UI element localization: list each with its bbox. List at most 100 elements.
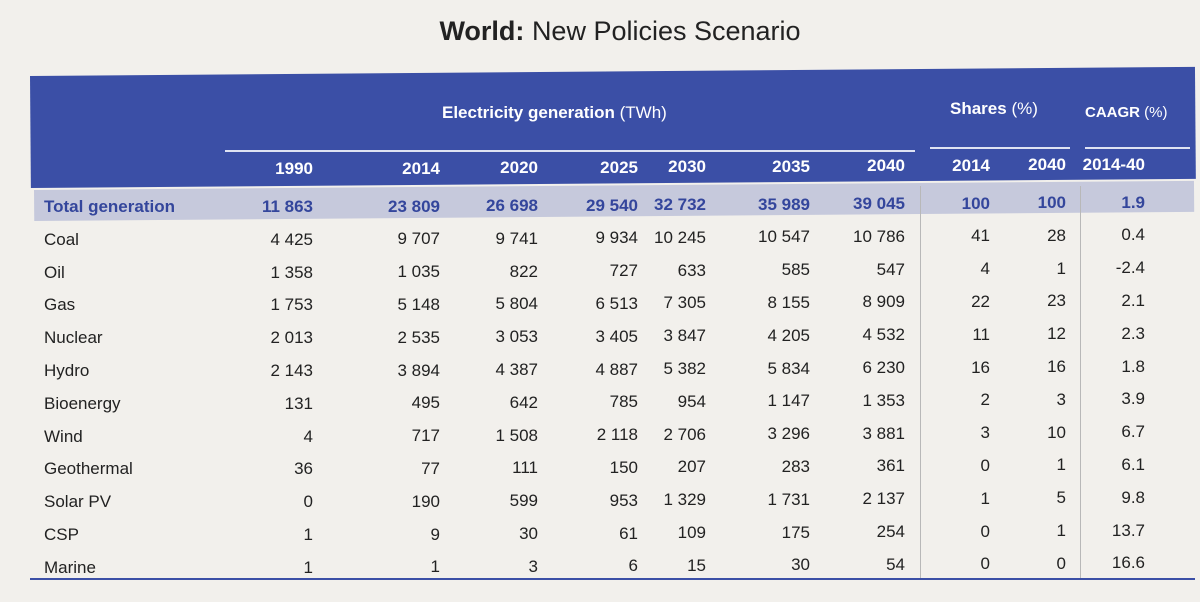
header-underline xyxy=(930,147,1070,149)
table-cell: 1.9 xyxy=(1121,192,1145,212)
table-cell: 3 894 xyxy=(397,360,440,380)
table-cell: 28 xyxy=(1047,225,1066,245)
table-row: Marine 1 1 3 6 15 30 54 0 0 16.6 xyxy=(0,553,1200,584)
table-cell: 2 xyxy=(980,390,990,410)
table-cell: 585 xyxy=(781,260,810,280)
table-cell: 6.1 xyxy=(1121,454,1145,474)
table-cell: 5 804 xyxy=(495,294,538,314)
table-cell: 633 xyxy=(677,260,706,280)
column-header: 2014-40 xyxy=(1082,154,1145,174)
table-row: Solar PV 0 190 599 953 1 329 1 731 2 137 1 5 9.8 xyxy=(0,488,1200,518)
table-cell: 717 xyxy=(411,426,440,446)
table-cell: 35 989 xyxy=(758,194,810,214)
table-cell: 3 xyxy=(980,423,990,443)
table-cell: 3 xyxy=(1056,389,1066,409)
table-cell: 190 xyxy=(411,491,440,511)
table-cell: 9 707 xyxy=(397,229,440,249)
table-cell: 61 xyxy=(619,523,638,543)
table-cell: 16.6 xyxy=(1111,553,1145,573)
table-cell: 4 425 xyxy=(270,229,313,249)
table-cell: 1 xyxy=(430,557,440,577)
table-cell: 29 540 xyxy=(586,195,638,215)
table-cell: 0.4 xyxy=(1121,225,1145,245)
column-header: 2014 xyxy=(402,158,440,178)
header-electricity-generation: Electricity generation (TWh) xyxy=(442,103,667,122)
table-cell: 9 741 xyxy=(495,228,538,248)
table-cell: 953 xyxy=(609,490,638,510)
table-cell: 9 xyxy=(430,524,440,544)
table-cell: 23 809 xyxy=(388,196,440,216)
table-cell: 2 535 xyxy=(397,327,440,347)
table-cell: 11 863 xyxy=(261,197,313,216)
row-label: Total generation xyxy=(44,197,175,216)
table-cell: 727 xyxy=(609,261,638,281)
table-cell: 0 xyxy=(303,492,313,512)
table-cell: 2 118 xyxy=(596,425,638,445)
table-row: Bioenergy 131 495 642 785 954 1 147 1 353 2 3 3.9 xyxy=(0,389,1200,420)
table-bottom-rule xyxy=(30,578,1195,580)
header-caagr: CAAGR (%) xyxy=(1085,104,1168,121)
table-row: Oil 1 358 1 035 822 727 633 585 547 4 1 -2.4 xyxy=(0,258,1200,289)
row-label: Coal xyxy=(44,229,79,249)
table-cell: 4 xyxy=(303,426,313,446)
table-cell: 547 xyxy=(876,259,905,279)
table-cell: 1 xyxy=(303,557,313,577)
table-cell: 785 xyxy=(609,392,638,412)
table-row: Nuclear 2 013 2 535 3 053 3 405 3 847 4 205 4 5… xyxy=(0,324,1200,354)
table-cell: 10 245 xyxy=(654,227,706,247)
table-row: Hydro 2 143 3 894 4 387 4 887 5 382 5 834 6 230… xyxy=(0,357,1200,387)
table-cell: 8 155 xyxy=(767,292,810,312)
table-cell: 26 698 xyxy=(486,196,538,215)
table-cell: 361 xyxy=(876,456,905,476)
column-header: 2014 xyxy=(952,155,990,175)
table-cell: 9.8 xyxy=(1121,487,1145,507)
table-cell: 2 013 xyxy=(270,328,313,348)
table-cell: 13.7 xyxy=(1111,520,1145,540)
table-cell: 30 xyxy=(519,524,538,543)
table-cell: 36 xyxy=(294,459,313,479)
table-cell: 1 xyxy=(980,488,990,508)
table-cell: 7 305 xyxy=(663,293,706,313)
table-cell: 3 xyxy=(528,556,538,576)
table-cell: 12 xyxy=(1047,324,1066,344)
table-cell: 10 xyxy=(1047,422,1066,442)
table-cell: 131 xyxy=(284,393,313,413)
table-cell: 207 xyxy=(677,457,706,477)
table-cell: 4 xyxy=(980,259,990,279)
header-shares: Shares (%) xyxy=(950,99,1038,118)
table-cell: 11 xyxy=(972,324,990,344)
table-cell: 1 xyxy=(1056,521,1066,540)
table-row: Gas 1 753 5 148 5 804 6 513 7 305 8 155 8 909 22… xyxy=(0,291,1200,321)
column-header: 2035 xyxy=(772,156,810,176)
header-underline xyxy=(1085,147,1190,149)
table-cell: 2 143 xyxy=(270,361,313,380)
table-cell: 4 887 xyxy=(595,359,638,379)
column-header: 2040 xyxy=(867,156,905,175)
table-cell: 0 xyxy=(1056,553,1066,573)
table-cell: 5 834 xyxy=(767,358,810,378)
row-label: Oil xyxy=(44,262,65,282)
table-cell: 954 xyxy=(677,391,706,411)
table-cell: 1 731 xyxy=(767,489,810,509)
table-cell: 54 xyxy=(886,554,905,574)
table-cell: 3 053 xyxy=(495,327,538,347)
table-cell: 4 205 xyxy=(767,325,810,345)
table-cell: 3.9 xyxy=(1121,389,1145,409)
table-row: Wind 4 717 1 508 2 118 2 706 3 296 3 881 3 10 6.7 xyxy=(0,422,1200,453)
table-cell: 0 xyxy=(980,455,990,475)
table-cell: 15 xyxy=(687,555,706,575)
table-cell: 109 xyxy=(677,523,706,542)
table-cell: 32 732 xyxy=(654,195,706,214)
table-cell: 254 xyxy=(876,522,905,541)
row-label: Bioenergy xyxy=(44,393,121,413)
table-cell: 2.3 xyxy=(1121,323,1145,343)
table-cell: 3 405 xyxy=(595,326,638,346)
table-cell: 1 xyxy=(1056,455,1066,475)
table-cell: 30 xyxy=(791,555,810,575)
row-label: Hydro xyxy=(44,361,90,380)
row-label: Wind xyxy=(44,426,83,446)
table-cell: 5 148 xyxy=(397,294,440,314)
table-cell: 9 934 xyxy=(595,228,638,248)
table-cell: 1 035 xyxy=(397,262,440,282)
table-cell: 1 358 xyxy=(270,262,313,282)
